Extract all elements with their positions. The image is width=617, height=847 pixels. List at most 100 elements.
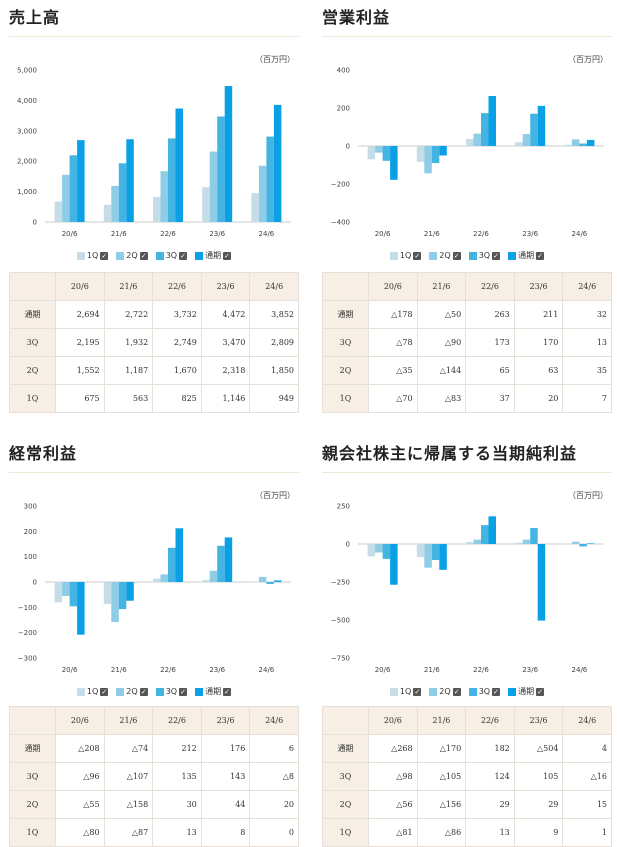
table-cell: 1,552	[55, 356, 105, 385]
checkbox-checked-icon[interactable]: ✓	[536, 251, 545, 260]
table-cell: 15	[562, 790, 612, 819]
legend-item-full[interactable]: 通期 ✓	[508, 686, 545, 697]
x-category-label: 20/6	[375, 230, 391, 238]
bar-q2-21-6	[424, 544, 432, 568]
table-cell: 9	[513, 818, 564, 847]
table-row: 1Q △81 △86 13 9 1	[322, 818, 612, 847]
y-tick-label: 0	[33, 219, 37, 227]
checkbox-checked-icon[interactable]: ✓	[179, 687, 188, 696]
bar-full-23-6	[537, 544, 546, 621]
table-cell: △74	[103, 734, 154, 763]
legend-item-q1[interactable]: 1Q ✓	[389, 687, 422, 696]
table-cell: 105	[513, 762, 564, 791]
checkbox-checked-icon[interactable]: ✓	[492, 687, 501, 696]
x-category-label: 22/6	[473, 230, 489, 238]
table-cell: 29	[513, 790, 564, 819]
chart-title: 経常利益	[9, 444, 78, 463]
table-cell: △504	[513, 734, 564, 763]
table-cell: 1,146	[200, 384, 251, 413]
table-column-header: 23/6	[200, 706, 251, 735]
y-tick-label: −200	[18, 629, 37, 637]
legend-item-q2[interactable]: 2Q ✓	[116, 687, 148, 696]
bar-q1-23-6	[202, 579, 210, 582]
bar-q3-21-6	[431, 544, 440, 560]
legend-swatch	[155, 251, 164, 260]
bar-q2-22-6	[473, 539, 481, 544]
x-category-label: 21/6	[111, 666, 127, 674]
table-column-header: 24/6	[249, 706, 299, 735]
bar-q1-21-6	[103, 582, 112, 605]
checkbox-checked-icon[interactable]: ✓	[413, 251, 422, 260]
x-category-label: 24/6	[572, 666, 588, 674]
bar-q3-24-6	[579, 544, 587, 547]
table-cell: 1,670	[152, 356, 202, 385]
y-tick-label: 250	[337, 503, 350, 511]
checkbox-checked-icon[interactable]: ✓	[223, 251, 232, 260]
table-cell: 3,732	[152, 300, 202, 329]
legend-item-full[interactable]: 通期 ✓	[195, 250, 232, 261]
bar-q3-20-6	[382, 544, 391, 559]
bar-q3-22-6	[168, 547, 176, 582]
y-tick-label: −250	[331, 579, 350, 587]
legend-item-q1[interactable]: 1Q ✓	[389, 251, 422, 260]
table-column-header: 24/6	[249, 272, 299, 301]
x-category-label: 22/6	[473, 666, 489, 674]
table-cell: △158	[103, 790, 154, 819]
checkbox-checked-icon[interactable]: ✓	[452, 687, 461, 696]
legend-item-q2[interactable]: 2Q ✓	[429, 687, 461, 696]
legend-item-q1[interactable]: 1Q ✓	[76, 251, 109, 260]
bar-q1-21-6	[416, 146, 425, 162]
checkbox-checked-icon[interactable]: ✓	[139, 251, 148, 260]
legend-item-q2[interactable]: 2Q ✓	[116, 251, 148, 260]
bar-q3-20-6	[382, 146, 391, 161]
table-row-header: 2Q	[9, 356, 56, 385]
table-cell: 35	[562, 356, 612, 385]
checkbox-checked-icon[interactable]: ✓	[492, 251, 501, 260]
legend-item-q3[interactable]: 3Q ✓	[155, 251, 188, 260]
legend-item-q3[interactable]: 3Q ✓	[468, 687, 501, 696]
bar-q1-21-6	[416, 544, 425, 558]
legend-label: 通期	[205, 687, 222, 696]
table-cell: 8	[200, 818, 251, 847]
legend-label: 3Q	[165, 251, 178, 260]
legend-item-full[interactable]: 通期 ✓	[508, 250, 545, 261]
chart-panel-sales: 売上高 （百万円） 0 1,000 2,000 3,000 4,000 5,000 20/6 21…	[9, 4, 299, 414]
checkbox-checked-icon[interactable]: ✓	[452, 251, 461, 260]
legend-item-q2[interactable]: 2Q ✓	[429, 251, 461, 260]
bar-q2-21-6	[111, 185, 119, 222]
table-column-header: 24/6	[562, 706, 612, 735]
legend-label: 1Q	[86, 687, 99, 696]
checkbox-checked-icon[interactable]: ✓	[100, 251, 109, 260]
table-cell: 13	[465, 818, 515, 847]
checkbox-checked-icon[interactable]: ✓	[223, 687, 232, 696]
legend-item-q1[interactable]: 1Q ✓	[76, 687, 109, 696]
checkbox-checked-icon[interactable]: ✓	[179, 251, 188, 260]
checkbox-checked-icon[interactable]: ✓	[413, 687, 422, 696]
legend-item-full[interactable]: 通期 ✓	[195, 686, 232, 697]
checkbox-checked-icon[interactable]: ✓	[100, 687, 109, 696]
legend-item-q3[interactable]: 3Q ✓	[468, 251, 501, 260]
table-cell: △156	[416, 790, 467, 819]
legend-swatch	[116, 251, 125, 260]
y-tick-label: 0	[346, 541, 350, 549]
table-cell: △98	[368, 762, 418, 791]
table-cell: 1	[562, 818, 612, 847]
chart-panel-ordinary-profit: 経常利益 （百万円） −300 −200 −100 0 100 200 300 20/6 21/6 2…	[9, 440, 299, 847]
checkbox-checked-icon[interactable]: ✓	[536, 687, 545, 696]
table-cell: △105	[416, 762, 467, 791]
table-cell: 37	[465, 384, 515, 413]
table-cell: △83	[416, 384, 467, 413]
legend-item-q3[interactable]: 3Q ✓	[155, 687, 188, 696]
table-row-header: 1Q	[9, 384, 56, 413]
bar-chart: 0 1,000 2,000 3,000 4,000 5,000 20/6 21/6 22/6 23…	[17, 67, 291, 238]
table-cell: △144	[416, 356, 467, 385]
table-cell: 20	[513, 384, 564, 413]
y-tick-label: 200	[24, 528, 37, 536]
table-cell: △107	[103, 762, 154, 791]
table-cell: △208	[55, 734, 105, 763]
table-cell: 44	[200, 790, 251, 819]
bar-full-22-6	[175, 108, 183, 222]
checkbox-checked-icon[interactable]: ✓	[139, 687, 148, 696]
table-column-header: 21/6	[416, 272, 467, 301]
table-row-header: 1Q	[322, 818, 369, 847]
